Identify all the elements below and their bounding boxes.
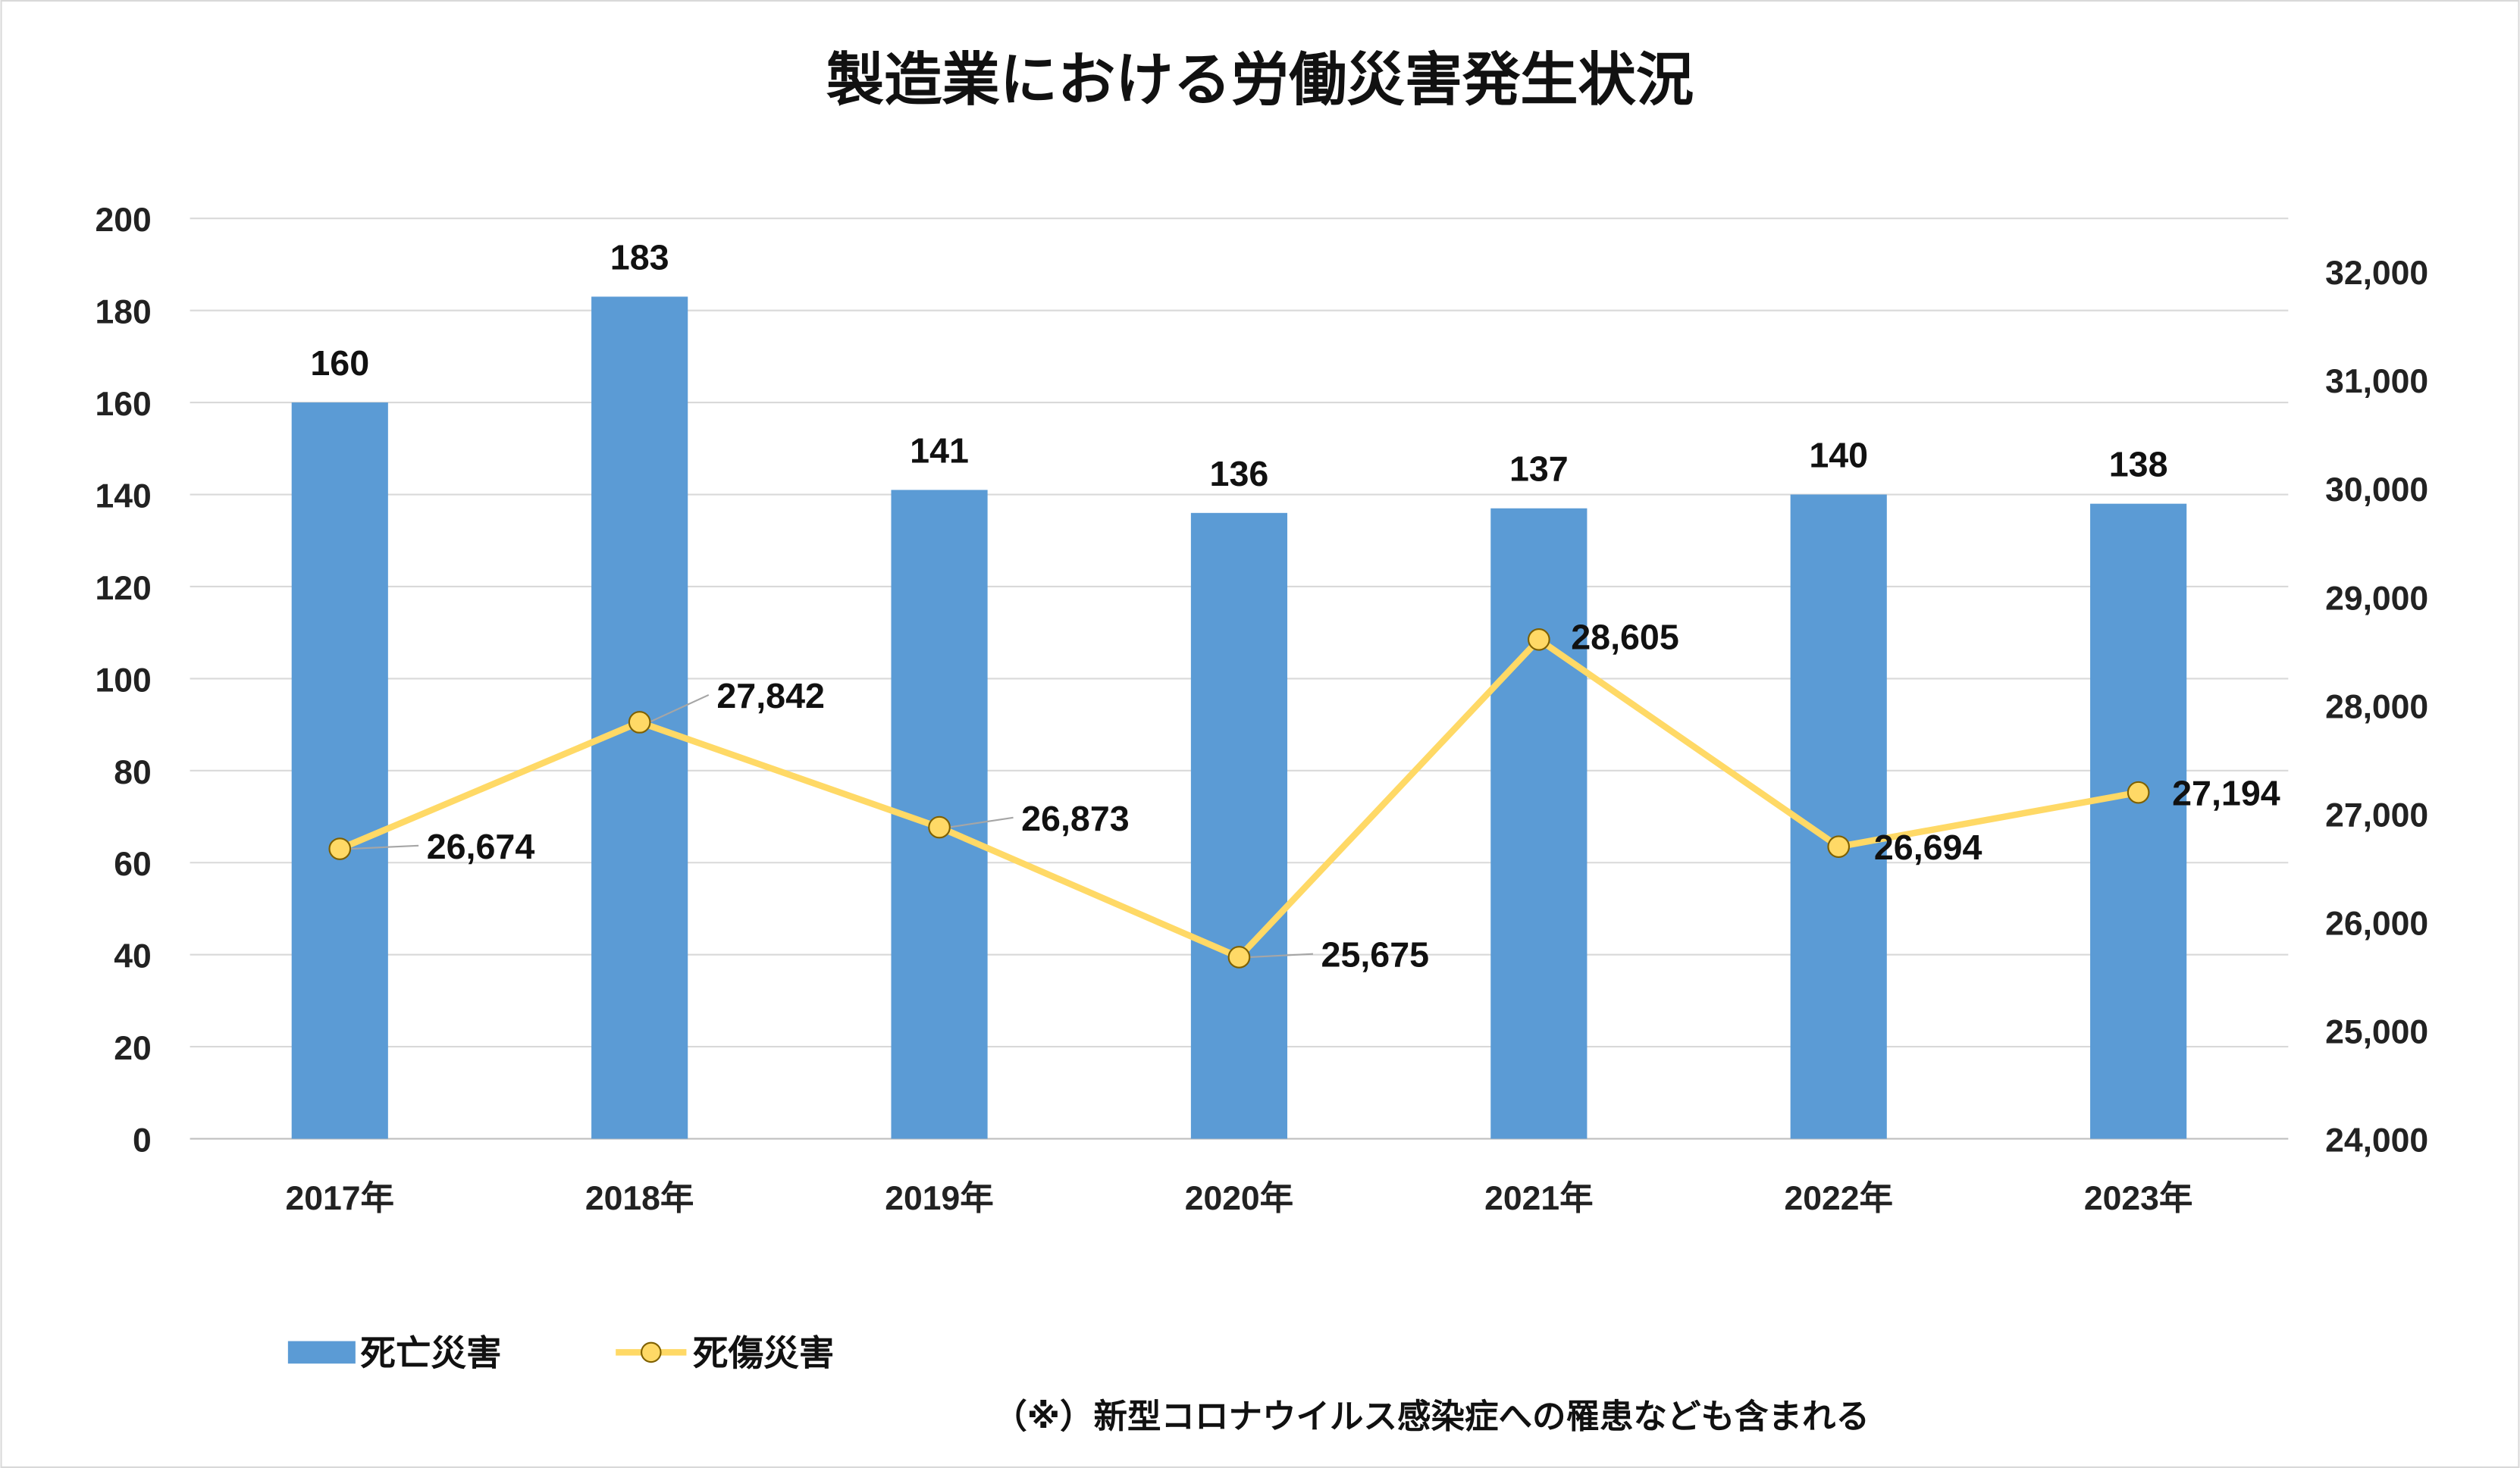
right-tick-label: 32,000 bbox=[2325, 255, 2428, 292]
bar bbox=[1790, 494, 1887, 1139]
left-tick-label: 40 bbox=[114, 938, 152, 975]
line-marker bbox=[328, 837, 352, 860]
bar bbox=[291, 402, 388, 1139]
bar-data-label: 136 bbox=[1210, 454, 1269, 493]
left-tick-label: 200 bbox=[95, 202, 151, 239]
footnote: （※）新型コロナウイルス感染症への罹患なども含まれる bbox=[993, 1398, 1870, 1435]
data-label-leader bbox=[1249, 953, 1313, 959]
bar bbox=[1190, 512, 1288, 1139]
line-marker bbox=[628, 711, 651, 734]
x-tick-label: 2017年 bbox=[286, 1180, 395, 1217]
line-data-label: 26,873 bbox=[1021, 799, 1130, 838]
gridlines bbox=[190, 218, 2289, 1140]
bar-data-label: 160 bbox=[310, 343, 369, 383]
x-tick-label: 2018年 bbox=[585, 1180, 694, 1217]
x-tick-label: 2019年 bbox=[885, 1180, 994, 1217]
legend-label-line: 死傷災害 bbox=[693, 1333, 834, 1373]
right-tick-label: 26,000 bbox=[2325, 905, 2428, 942]
left-tick-label: 160 bbox=[95, 386, 151, 423]
bar-data-label: 140 bbox=[1809, 435, 1868, 474]
bar-data-label: 138 bbox=[2109, 445, 2168, 484]
legend-marker bbox=[641, 1341, 662, 1363]
data-label-leader bbox=[349, 844, 419, 850]
left-axis: 0 20 40 60 80 100 120 140 160 180 200 bbox=[95, 202, 151, 1159]
legend: 死亡災害 死傷災害 bbox=[287, 1333, 834, 1373]
right-tick-label: 30,000 bbox=[2325, 471, 2428, 509]
line-data-label: 27,842 bbox=[716, 676, 825, 715]
data-label-leader bbox=[648, 693, 710, 723]
line-marker bbox=[1528, 628, 1550, 651]
line-data-label: 26,674 bbox=[427, 827, 535, 866]
left-tick-label: 20 bbox=[114, 1030, 152, 1067]
x-tick-label: 2021年 bbox=[1484, 1180, 1594, 1217]
left-tick-label: 80 bbox=[114, 754, 152, 791]
right-axis: 24,000 25,000 26,000 27,000 28,000 29,000 30,0… bbox=[2325, 255, 2428, 1159]
line-data-label: 28,605 bbox=[1571, 618, 1679, 657]
line-marker bbox=[1227, 946, 1251, 969]
bar-data-label: 141 bbox=[910, 430, 969, 470]
x-axis: 2017年 2018年 2019年 2020年 2021年 2022年 2023年 bbox=[286, 1180, 2193, 1217]
right-tick-label: 25,000 bbox=[2325, 1013, 2428, 1050]
line-data-label: 26,694 bbox=[1874, 828, 1982, 867]
line-series: 26,674 27,842 26,873 25,675 28,605 26,694 27,1… bbox=[328, 618, 2280, 975]
bar-data-label: 137 bbox=[1509, 449, 1569, 489]
legend-label-bar: 死亡災害 bbox=[360, 1333, 501, 1373]
line-marker bbox=[2127, 781, 2150, 804]
bar-data-label: 183 bbox=[610, 237, 669, 277]
line-data-label: 27,194 bbox=[2172, 774, 2280, 813]
right-tick-label: 29,000 bbox=[2325, 580, 2428, 617]
x-tick-label: 2023年 bbox=[2084, 1180, 2193, 1217]
x-tick-label: 2022年 bbox=[1784, 1180, 1893, 1217]
right-tick-label: 31,000 bbox=[2325, 363, 2428, 400]
left-tick-label: 0 bbox=[133, 1122, 152, 1160]
chart-title: 製造業における労働災害発生状況 bbox=[826, 48, 1694, 112]
left-tick-label: 140 bbox=[95, 477, 151, 515]
data-label-leader bbox=[948, 816, 1014, 828]
x-tick-label: 2020年 bbox=[1185, 1180, 1294, 1217]
legend-swatch-bar bbox=[287, 1341, 356, 1364]
right-tick-label: 27,000 bbox=[2325, 797, 2428, 834]
left-tick-label: 60 bbox=[114, 846, 152, 883]
right-tick-label: 24,000 bbox=[2325, 1122, 2428, 1160]
line-marker bbox=[1827, 835, 1851, 859]
left-tick-label: 180 bbox=[95, 294, 151, 331]
line-marker bbox=[928, 815, 951, 839]
bar-series: 160 183 141 136 137 140 138 bbox=[291, 237, 2187, 1139]
left-tick-label: 100 bbox=[95, 662, 151, 699]
line-data-label: 25,675 bbox=[1321, 935, 1430, 975]
bar bbox=[2090, 503, 2187, 1139]
bar bbox=[1490, 508, 1588, 1139]
left-tick-label: 120 bbox=[95, 570, 151, 607]
right-tick-label: 28,000 bbox=[2325, 688, 2428, 725]
